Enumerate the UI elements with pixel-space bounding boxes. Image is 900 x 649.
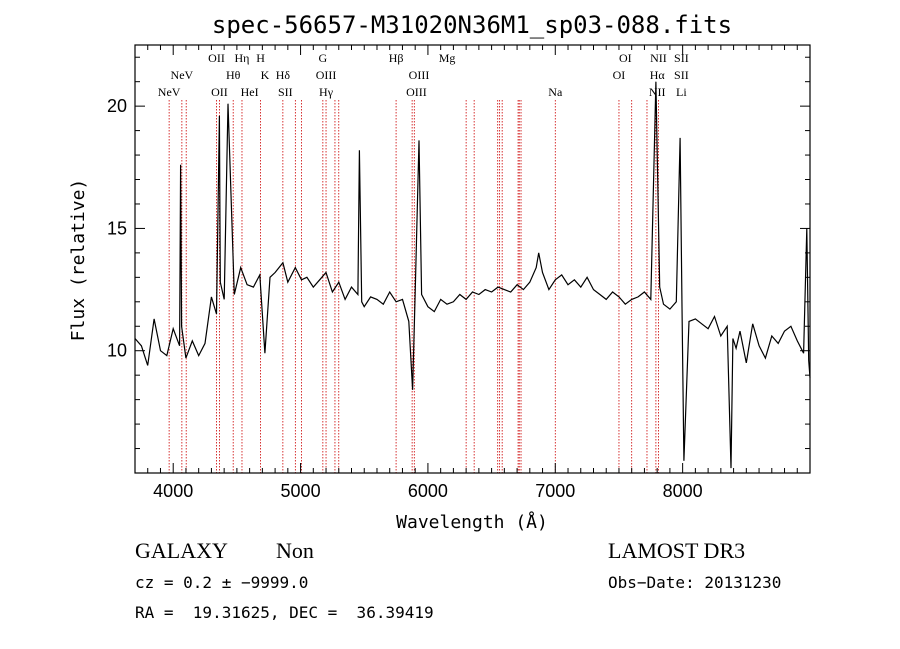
y-axis-label: Flux (relative): [68, 179, 89, 342]
line-marker-label: OI: [619, 51, 632, 65]
y-tick-label: 20: [107, 96, 127, 116]
line-marker-label: OII: [211, 85, 228, 99]
line-marker-label: OII: [208, 51, 225, 65]
y-tick-label: 15: [107, 218, 127, 238]
x-tick-label: 5000: [281, 481, 321, 501]
line-marker-label: Hδ: [276, 68, 291, 82]
line-marker-label: SII: [278, 85, 293, 99]
spectrum-line: [134, 81, 811, 469]
line-marker-label: Mg: [439, 51, 456, 65]
x-tick-label: 4000: [153, 481, 193, 501]
line-marker-label: K: [261, 68, 270, 82]
x-tick-label: 8000: [663, 481, 703, 501]
y-axis-ticks: 10 15 20: [107, 56, 810, 474]
chart-title: spec-56657-M31020N36M1_sp03-088.fits: [212, 11, 732, 39]
line-marker-label: Hθ: [226, 68, 241, 82]
line-marker-label: NII: [650, 51, 667, 65]
plot-frame: [134, 44, 811, 474]
x-tick-label: 6000: [408, 481, 448, 501]
x-tick-label: 7000: [535, 481, 575, 501]
object-subclass: Non: [276, 538, 314, 563]
line-marker-label: Li: [676, 85, 687, 99]
x-axis-label: Wavelength (Å): [396, 511, 548, 533]
line-marker-label: Na: [548, 85, 563, 99]
line-markers: [168, 100, 659, 473]
line-marker-label: Hη: [235, 51, 250, 65]
survey-release: LAMOST DR3: [608, 538, 746, 563]
line-marker-label: H: [256, 51, 265, 65]
line-marker-label: OIII: [409, 68, 430, 82]
line-marker-label: NeV: [171, 68, 194, 82]
line-marker-label: OIII: [316, 68, 337, 82]
line-marker-label: OIII: [406, 85, 427, 99]
line-marker-label: G: [319, 51, 328, 65]
line-marker-label: NII: [649, 85, 666, 99]
line-marker-label: Hγ: [319, 85, 334, 99]
line-marker-label: SII: [674, 51, 689, 65]
observation-date: Obs−Date: 20131230: [608, 573, 782, 592]
redshift-cz: cz = 0.2 ± −9999.0: [135, 573, 309, 592]
y-tick-label: 10: [107, 341, 127, 361]
object-class: GALAXY: [135, 538, 228, 563]
line-marker-label: HeI: [241, 85, 259, 99]
line-marker-label: NeV: [158, 85, 181, 99]
x-axis-ticks: 4000 5000 6000 7000 8000: [147, 45, 798, 501]
line-marker-label: SII: [674, 68, 689, 82]
ra-dec: RA = 19.31625, DEC = 36.39419: [135, 603, 434, 622]
line-marker-label: Hα: [650, 68, 666, 82]
line-marker-label: OI: [613, 68, 626, 82]
line-marker-label: Hβ: [389, 51, 404, 65]
